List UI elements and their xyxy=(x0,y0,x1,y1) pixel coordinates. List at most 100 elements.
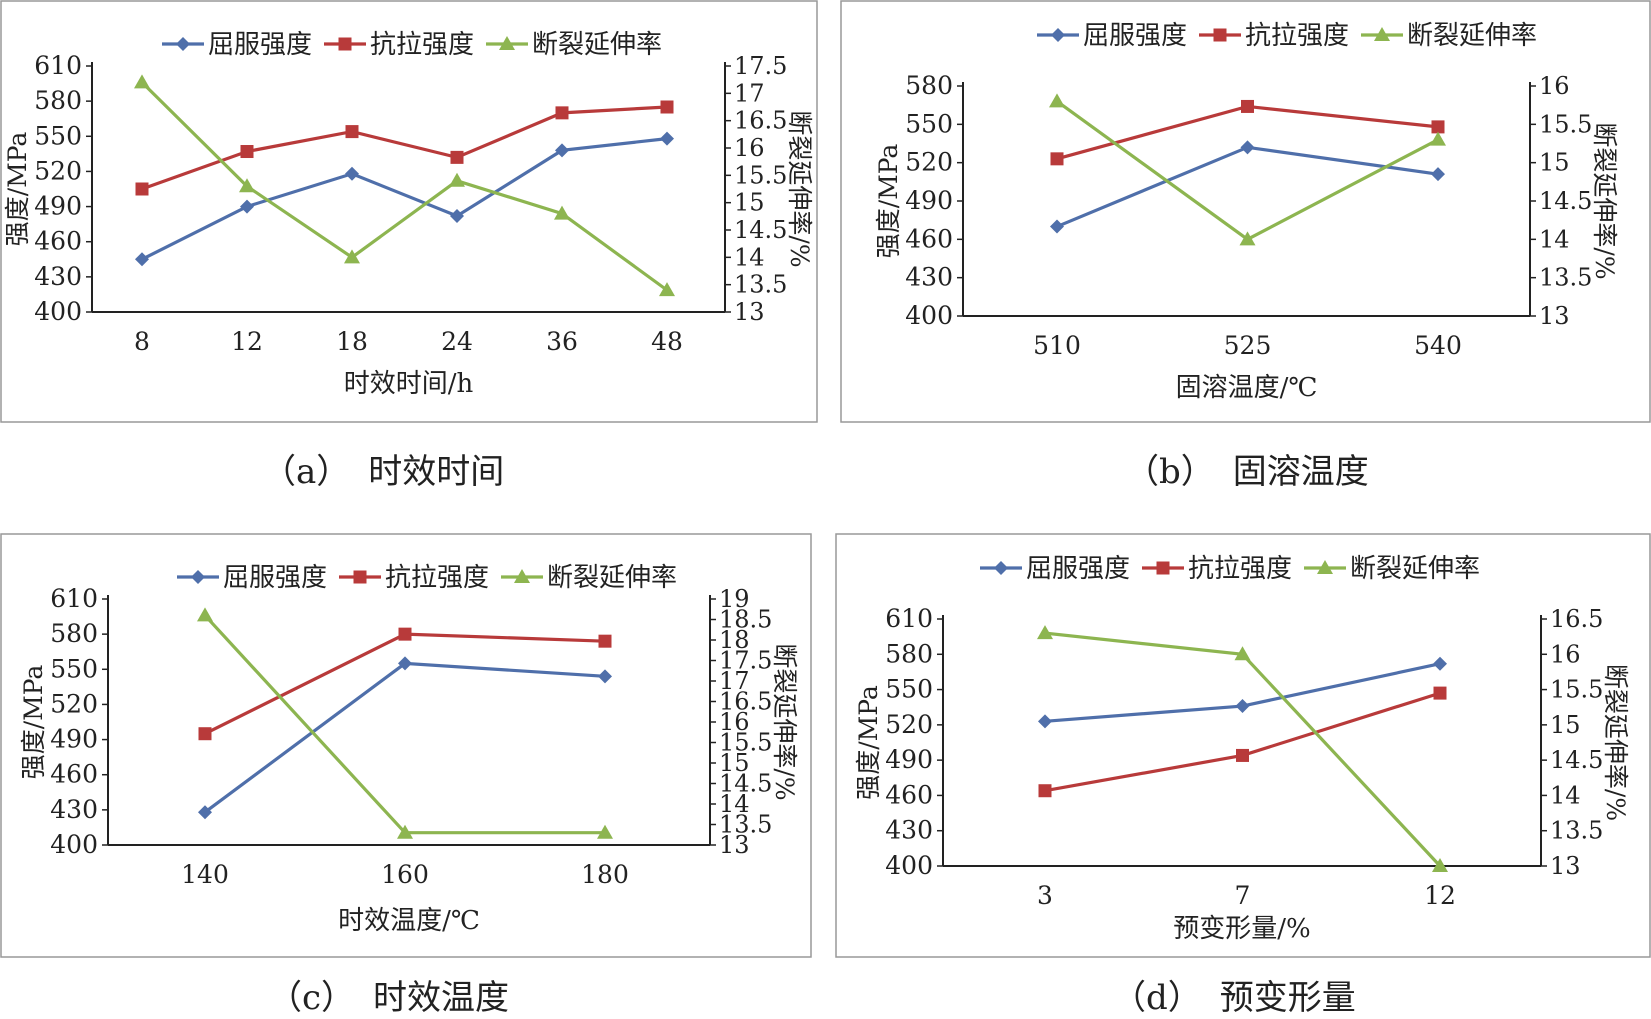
y-tick-label: 490 xyxy=(905,186,953,215)
x-tick-label: 510 xyxy=(1033,331,1081,360)
legend-marker xyxy=(1213,28,1227,42)
legend-marker xyxy=(1374,27,1390,41)
x-tick-label: 48 xyxy=(651,327,683,356)
data-point-triangle xyxy=(1234,646,1251,661)
data-point-square xyxy=(555,106,569,120)
y-axis-label: 强度/MPa xyxy=(3,132,32,247)
y2-axis-label: 断裂延伸率/% xyxy=(770,643,799,800)
legend-marker xyxy=(338,37,352,51)
y-tick-label: 400 xyxy=(905,301,953,330)
y2-tick-label: 15 xyxy=(734,189,765,217)
y-tick-label: 580 xyxy=(905,71,953,100)
chart-frame xyxy=(0,0,818,423)
x-axis-label: 时效时间/h xyxy=(344,369,474,399)
data-point-triangle xyxy=(1239,231,1256,246)
legend-marker xyxy=(1051,28,1065,42)
y2-tick-label: 17.5 xyxy=(734,52,787,80)
x-tick-label: 140 xyxy=(181,860,229,889)
x-tick-label: 12 xyxy=(231,327,263,356)
data-point-triangle xyxy=(344,249,360,264)
chart-d: 400 430 460 490 520 550 580 610 13 13.5 14 14.5 15 15… xyxy=(835,533,1651,958)
series-line-diamond xyxy=(204,661,606,814)
y-tick-label: 580 xyxy=(50,619,98,648)
data-point-diamond xyxy=(555,143,569,158)
caption-c: （c） 时效温度 xyxy=(268,970,527,1019)
y-tick-label: 580 xyxy=(34,86,82,115)
chart-b: 400 430 460 490 520 550 580 13 13.5 14 14.5 15 15.5 1… xyxy=(840,0,1651,423)
data-point-square xyxy=(1241,99,1254,113)
y2-tick-label: 14 xyxy=(1550,781,1581,809)
data-point-square xyxy=(1431,120,1445,134)
y2-tick-label: 16 xyxy=(734,134,765,162)
data-point-square xyxy=(1236,748,1249,762)
chart-panel-c: 400 430 460 490 520 550 580 610 13 13.5 14 14.5 15 15… xyxy=(0,533,812,958)
y-tick-label: 520 xyxy=(34,156,82,185)
caption-b-label: （b） xyxy=(1125,452,1215,492)
y2-tick-label: 16.5 xyxy=(734,107,787,135)
data-point-diamond xyxy=(1038,714,1052,729)
caption-d-label: （d） xyxy=(1112,978,1202,1018)
y-tick-label: 550 xyxy=(34,121,82,150)
y-tick-label: 460 xyxy=(885,780,933,809)
data-point-diamond xyxy=(660,131,674,146)
data-point-diamond xyxy=(345,166,359,181)
legend-label: 断裂延伸率 xyxy=(532,30,662,60)
caption-c-label: （c） xyxy=(268,978,356,1018)
data-point-triangle xyxy=(1432,858,1448,872)
y-tick-label: 550 xyxy=(885,675,933,704)
x-tick-label: 525 xyxy=(1224,331,1272,360)
data-point-diamond xyxy=(135,252,149,267)
y2-tick-label: 15 xyxy=(1550,711,1581,739)
data-point-square xyxy=(398,627,412,641)
y-tick-label: 460 xyxy=(34,227,82,256)
caption-d: （d） 预变形量 xyxy=(1112,970,1374,1019)
x-tick-label: 7 xyxy=(1235,881,1251,910)
y2-tick-label: 15.5 xyxy=(719,729,772,757)
data-point-diamond xyxy=(1235,699,1250,714)
data-point-triangle xyxy=(1049,93,1065,108)
y2-tick-label: 13.5 xyxy=(734,271,787,299)
y-tick-label: 400 xyxy=(885,851,933,880)
y-tick-label: 490 xyxy=(885,745,933,774)
data-point-diamond xyxy=(1431,167,1445,182)
chart-panel-a: 400 430 460 490 520 550 580 610 13 13.5 14 14.5 15 15… xyxy=(0,0,818,423)
x-tick-label: 540 xyxy=(1414,331,1462,360)
y2-tick-label: 15.5 xyxy=(1550,676,1603,704)
y-axis-label: 强度/MPa xyxy=(19,665,48,780)
y2-tick-label: 17 xyxy=(719,667,750,695)
legend-marker xyxy=(499,36,515,50)
legend-label: 抗拉强度 xyxy=(370,30,474,60)
data-point-diamond xyxy=(598,669,612,684)
data-point-triangle xyxy=(449,172,465,187)
y2-tick-label: 13.5 xyxy=(719,811,772,839)
x-tick-label: 18 xyxy=(336,327,368,356)
data-point-square xyxy=(1050,152,1064,166)
x-tick-label: 180 xyxy=(581,860,629,889)
y-tick-label: 430 xyxy=(50,795,98,824)
caption-b-text: 固溶温度 xyxy=(1232,452,1369,492)
y-tick-label: 430 xyxy=(885,816,933,845)
data-point-square xyxy=(1038,784,1052,798)
y2-tick-label: 14.5 xyxy=(1550,746,1603,774)
chart-frame xyxy=(835,533,1651,958)
y2-tick-label: 17 xyxy=(734,79,765,107)
y2-tick-label: 17.5 xyxy=(719,647,772,675)
y2-tick-label: 13 xyxy=(719,831,750,859)
data-point-square xyxy=(135,182,149,196)
data-point-diamond xyxy=(240,199,254,214)
data-point-triangle xyxy=(197,607,213,622)
y2-axis-label: 断裂延伸率/% xyxy=(1601,664,1630,821)
chart-frame xyxy=(0,533,812,958)
y-axis-label: 强度/MPa xyxy=(854,685,883,800)
x-axis-label: 时效温度/℃ xyxy=(338,906,480,936)
legend-marker xyxy=(191,570,205,584)
chart-a: 400 430 460 490 520 550 580 610 1313.51414.51515… xyxy=(0,0,818,423)
legend-label: 屈服强度 xyxy=(223,563,327,593)
y-tick-label: 610 xyxy=(34,51,82,80)
y-tick-label: 550 xyxy=(50,654,98,683)
series-line-diamond xyxy=(141,137,668,261)
data-point-square xyxy=(240,145,254,159)
data-point-triangle xyxy=(134,74,150,89)
y-tick-label: 520 xyxy=(50,689,98,718)
series-line-square xyxy=(204,632,606,736)
